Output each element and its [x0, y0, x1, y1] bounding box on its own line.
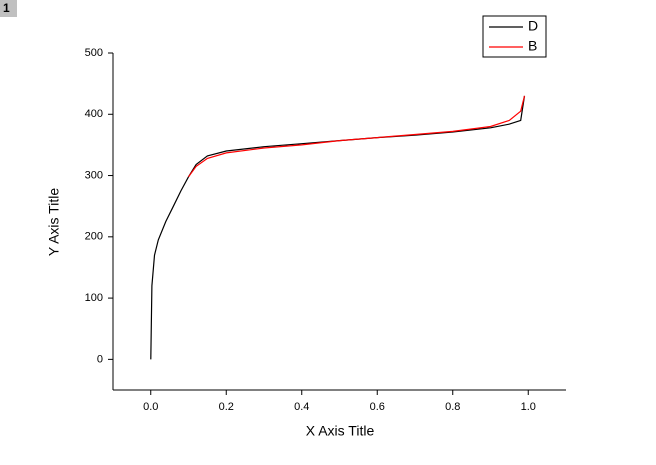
panel-label: 1	[3, 1, 10, 15]
x-tick-label: 0.6	[370, 401, 385, 413]
x-tick-label: 1.0	[521, 401, 536, 413]
x-tick-label: 0.0	[143, 401, 158, 413]
series-line	[188, 95, 526, 178]
y-tick-label: 400	[85, 108, 103, 120]
x-axis-title: X Axis Title	[306, 423, 375, 439]
y-tick-label: 100	[85, 292, 103, 304]
y-tick-label: 0	[97, 353, 103, 365]
x-tick-label: 0.2	[219, 401, 234, 413]
legend-label: D	[528, 18, 538, 34]
x-tick-label: 0.8	[445, 401, 460, 413]
y-axis-title: Y Axis Title	[46, 188, 62, 256]
panel-badge	[0, 0, 17, 17]
legend-label: B	[528, 38, 537, 54]
y-tick-label: 300	[85, 169, 103, 181]
series-line	[150, 95, 526, 360]
y-tick-label: 500	[85, 47, 103, 59]
legend-box	[482, 15, 547, 58]
x-tick-label: 0.4	[294, 401, 309, 413]
y-tick-label: 200	[85, 231, 103, 243]
